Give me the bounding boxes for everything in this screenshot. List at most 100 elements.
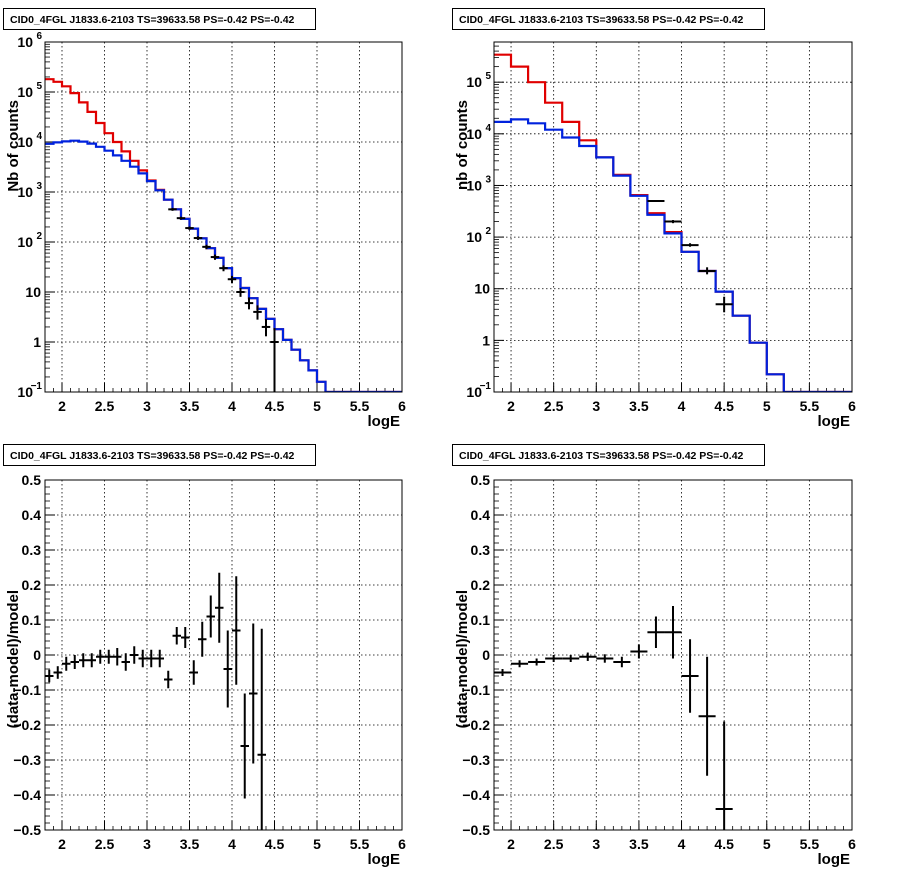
series-group [45,572,266,830]
y-tick-label: 0.2 [471,577,491,593]
x-axis-label: logE [368,413,401,430]
x-tick-label: 5 [313,398,321,414]
data-point [630,644,648,659]
plot-panel-3: 2 2.5 3 3.5 4 4.5 5 5.5 6 −0.5 −0.4 −0.3 −0.2 −0.1 0 0.… [454,472,856,868]
y-tick-label: 0.4 [471,507,491,523]
series-model_total-line [494,53,852,392]
y-tick-exponent: 3 [36,181,42,192]
y-tick-label: 10 [466,229,482,245]
title-box-top-left: CID0_4FGL J1833.6-2103 TS=39633.58 PS=-0… [3,8,316,30]
y-tick-exponent: 2 [36,231,42,242]
data-point [164,670,173,689]
x-tick-label: 2 [507,398,515,414]
data-point [270,328,279,392]
data-point [227,275,237,284]
y-tick-label: 1 [482,332,490,348]
data-point [715,296,733,313]
y-tick-label: −0.5 [13,822,41,838]
y-tick-label: 10 [466,126,482,142]
x-tick-label: 4.5 [714,836,734,852]
data-point [138,649,147,668]
x-tick-label: 5.5 [800,836,820,852]
y-tick-exponent: 5 [36,81,42,92]
y-tick-label: −0.1 [462,682,490,698]
data-point [176,216,186,220]
plot-frame [44,479,403,831]
y-tick-exponent: 4 [485,123,491,134]
x-tick-label: 2.5 [95,836,115,852]
data-point [168,207,177,211]
data-point [261,318,271,337]
data-point [240,693,249,799]
y-tick-label: 0.5 [471,472,491,488]
y-tick-label: 0.3 [22,542,42,558]
y-tick-label: 0 [482,647,490,663]
y-tick-label: 10 [17,234,33,250]
series-group [494,606,733,830]
y-tick-label: 0 [33,647,41,663]
data-point [253,305,262,320]
y-tick-label: −0.5 [462,822,490,838]
plot-frame [493,479,853,831]
data-point [681,243,699,247]
y-tick-label: 10 [17,384,33,400]
data-point [202,244,211,250]
data-point [130,646,139,664]
data-point [715,721,733,830]
x-tick-label: 2 [58,398,66,414]
y-tick-label: −0.3 [13,752,41,768]
y-tick-label: 10 [17,184,33,200]
data-point [155,649,164,668]
x-tick-label: 6 [848,398,856,414]
data-point [147,649,156,668]
data-point [664,606,682,659]
y-tick-label: 0.3 [471,542,491,558]
x-tick-label: 5.5 [350,836,370,852]
title-box-bottom-right: CID0_4FGL J1833.6-2103 TS=39633.58 PS=-0… [452,444,765,466]
x-axis-label: logE [818,851,851,868]
x-axis-label: logE [818,413,851,430]
x-tick-label: 5.5 [800,398,820,414]
x-tick-label: 6 [848,836,856,852]
data-point [236,288,245,297]
series-group [45,78,402,392]
data-point [232,576,241,685]
y-tick-label: 10 [17,134,33,150]
data-point [219,265,228,272]
data-point [53,666,62,679]
data-point [62,656,71,671]
x-tick-label: 4 [678,836,686,852]
data-point [698,656,716,776]
x-axis-label: logE [368,851,401,868]
x-tick-label: 2 [58,836,66,852]
data-point [223,630,232,708]
y-tick-label: −0.2 [462,717,490,733]
y-tick-exponent: −1 [480,381,492,392]
plot-frame [44,41,403,393]
y-tick-label: −0.3 [462,752,490,768]
y-tick-label: 0.1 [22,612,42,628]
data-point [562,655,580,662]
x-tick-label: 4 [678,398,686,414]
plot-frame [493,41,853,393]
data-point [257,628,266,830]
y-tick-label: 0.5 [22,472,42,488]
y-tick-label: 10 [25,284,41,300]
data-point [193,236,203,240]
y-tick-label: 10 [474,281,490,297]
x-tick-label: 3.5 [629,398,649,414]
data-point [647,199,665,202]
y-tick-exponent: 3 [485,174,491,185]
data-point [647,616,665,648]
x-tick-label: 2.5 [544,836,564,852]
x-tick-label: 4.5 [265,398,285,414]
data-point [215,572,224,643]
y-axis-label: nb of counts [454,100,471,190]
x-tick-label: 3 [592,398,600,414]
y-tick-label: 0.1 [471,612,491,628]
data-point [664,220,682,224]
x-tick-label: 3.5 [180,836,200,852]
x-tick-label: 4.5 [265,836,285,852]
